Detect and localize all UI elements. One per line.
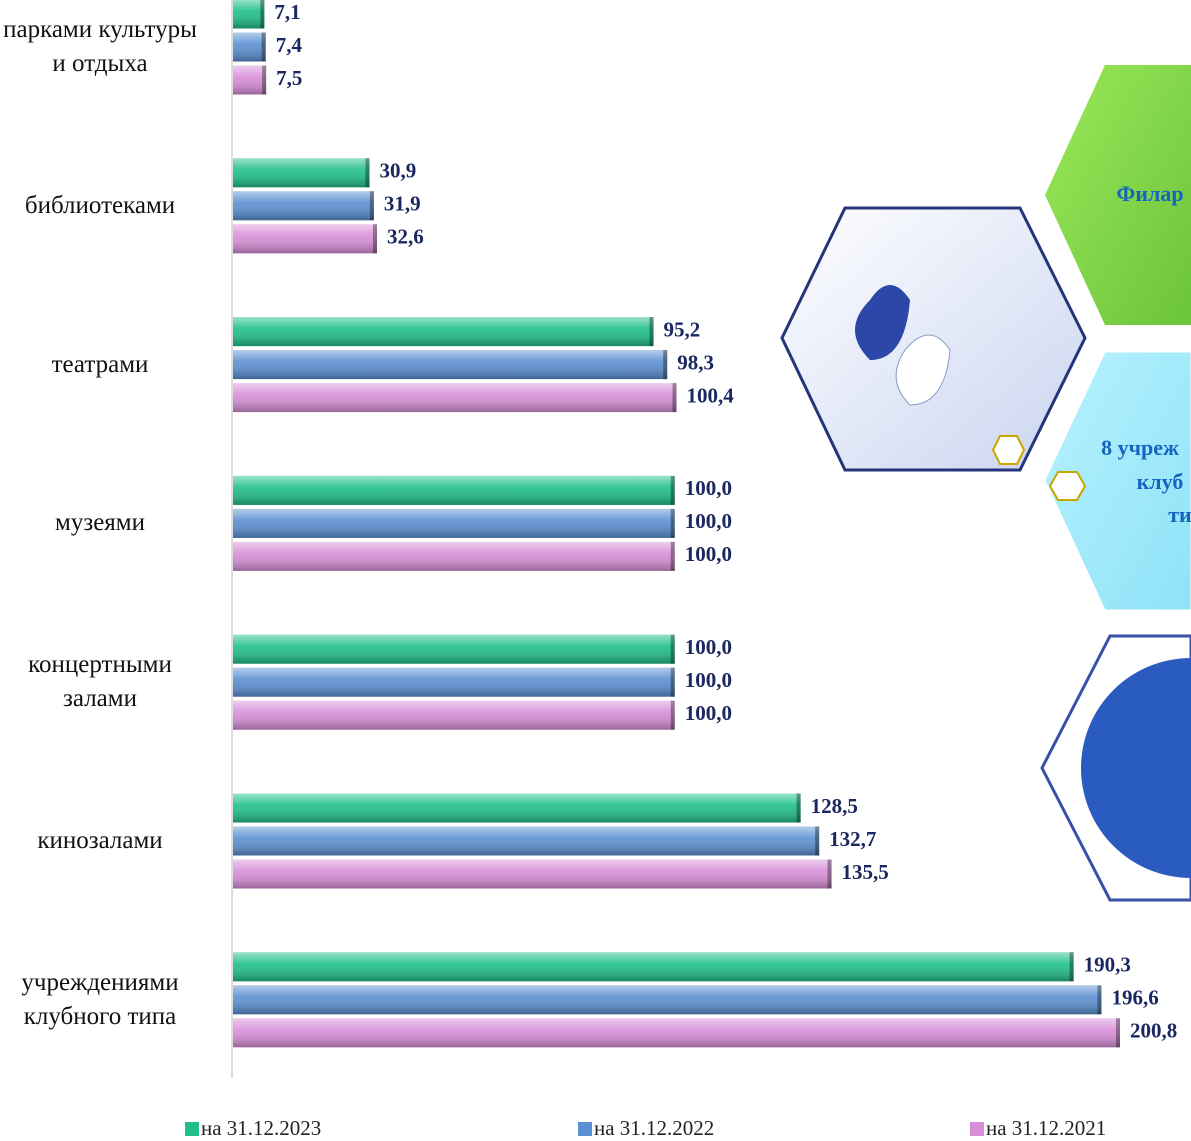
bar-end — [797, 794, 801, 823]
value-label: 135,5 — [842, 860, 889, 884]
value-label: 30,9 — [379, 159, 416, 183]
bar-end — [1097, 985, 1101, 1014]
bar-shine — [233, 224, 377, 253]
legend-label: на 31.12.2023 — [201, 1116, 321, 1140]
legend-swatch — [578, 1122, 592, 1136]
value-label: 31,9 — [384, 192, 421, 216]
bar-shine — [233, 158, 369, 187]
panel-text: клуб — [1137, 469, 1184, 494]
value-label: 100,4 — [687, 383, 735, 407]
page: Филар 8 учреж клуб ти 7,1 7,4 7,5 30,9 31,9 3… — [0, 0, 1191, 1141]
bar-end — [373, 224, 377, 253]
bar-end — [262, 66, 266, 95]
bar-end — [671, 509, 675, 538]
value-label: 100,0 — [685, 668, 732, 692]
bar-end — [1070, 952, 1074, 981]
bar-end — [370, 191, 374, 220]
bar-end — [815, 827, 819, 856]
legend-swatch — [970, 1122, 984, 1136]
value-label: 7,4 — [276, 33, 303, 57]
bar-shine — [233, 860, 832, 889]
bar-shine — [233, 701, 675, 730]
bar-end — [671, 476, 675, 505]
bar-end — [663, 350, 667, 379]
bar-shine — [233, 33, 266, 62]
bar-end — [671, 668, 675, 697]
bar-end — [650, 317, 654, 346]
bar-shine — [233, 191, 374, 220]
value-label: 196,6 — [1111, 986, 1158, 1010]
panel-text: 8 учреж — [1101, 435, 1179, 460]
bar-shine — [233, 317, 654, 346]
panel-text: Филар — [1116, 181, 1183, 206]
value-label: 190,3 — [1084, 953, 1131, 977]
legend-label: на 31.12.2021 — [986, 1116, 1106, 1140]
value-label: 7,1 — [274, 0, 300, 24]
panel-text: ти — [1168, 502, 1191, 527]
category-label: библиотеками — [0, 189, 210, 223]
value-label: 100,0 — [685, 476, 732, 500]
bar-shine — [233, 1018, 1120, 1047]
value-label: 100,0 — [685, 509, 732, 533]
bar-end — [673, 383, 677, 412]
bar-shine — [233, 66, 266, 95]
bar-shine — [233, 794, 801, 823]
bar-end — [1116, 1018, 1120, 1047]
bar-end — [671, 635, 675, 664]
bar-shine — [233, 0, 264, 29]
small-hex — [1050, 472, 1085, 500]
value-label: 7,5 — [276, 66, 302, 90]
value-label: 128,5 — [811, 794, 858, 818]
category-label: театрами — [0, 348, 210, 382]
legend-swatch — [185, 1122, 199, 1136]
bar-end — [828, 860, 832, 889]
bar-shine — [233, 350, 667, 379]
bar-end — [365, 158, 369, 187]
category-label: концертными залами — [0, 648, 210, 716]
value-label: 200,8 — [1130, 1019, 1177, 1043]
value-label: 32,6 — [387, 225, 424, 249]
bar-end — [262, 33, 266, 62]
bar-end — [260, 0, 264, 29]
value-label: 98,3 — [677, 350, 714, 374]
value-label: 95,2 — [664, 317, 701, 341]
category-label: кинозалами — [0, 824, 210, 858]
bar-shine — [233, 383, 677, 412]
value-label: 100,0 — [685, 542, 732, 566]
bar-shine — [233, 985, 1101, 1014]
category-label: музеями — [0, 506, 210, 540]
bar-shine — [233, 476, 675, 505]
bar-shine — [233, 952, 1074, 981]
bar-shine — [233, 668, 675, 697]
small-hex — [993, 436, 1024, 464]
legend-label: на 31.12.2022 — [594, 1116, 714, 1140]
category-label: учреждениями клубного типа — [0, 966, 210, 1034]
value-label: 132,7 — [829, 827, 876, 851]
bar-shine — [233, 827, 819, 856]
value-label: 100,0 — [685, 635, 732, 659]
bar-shine — [233, 542, 675, 571]
category-label: парками культуры и отдыха — [0, 13, 210, 81]
bar-shine — [233, 635, 675, 664]
bar-end — [671, 701, 675, 730]
value-label: 100,0 — [685, 701, 732, 725]
bar-end — [671, 542, 675, 571]
bar-shine — [233, 509, 675, 538]
